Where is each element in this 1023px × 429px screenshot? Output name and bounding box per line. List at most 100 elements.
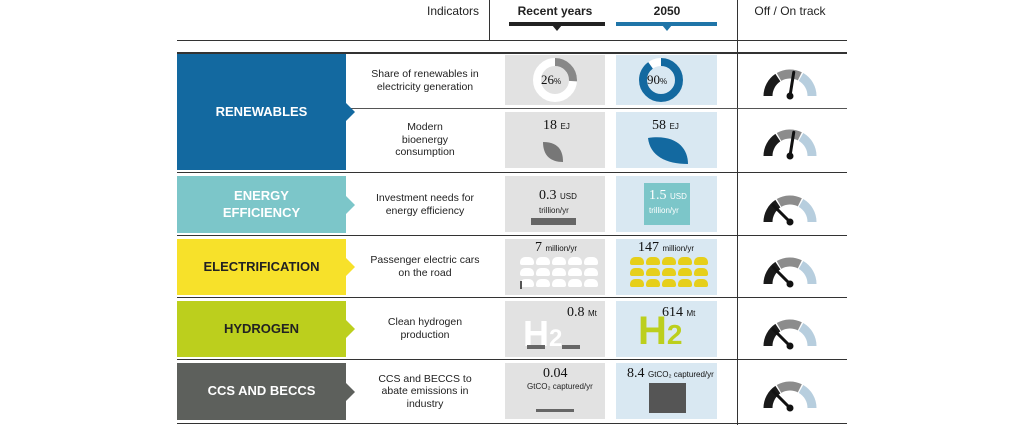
car-icon xyxy=(694,279,708,287)
indicator-efficiency-investment: Investment needs for energy efficiency xyxy=(350,176,500,233)
gauge-segment xyxy=(763,261,781,285)
gauge-segment xyxy=(776,195,802,208)
h2-subscript: 2 xyxy=(666,319,683,350)
car-icon xyxy=(694,257,708,265)
indicator-hydrogen: Clean hydrogen production xyxy=(350,301,500,357)
car-icon xyxy=(694,268,708,276)
value-unit: GtCO₂ captured/yr xyxy=(648,370,714,379)
value-number: 7 xyxy=(535,240,542,255)
indicator-line: industry xyxy=(406,397,444,410)
car-icon xyxy=(568,268,582,276)
future-bioenergy-value: 58 EJ xyxy=(652,118,679,134)
recent-cars-value: 7 million/yr xyxy=(535,240,577,256)
gauge-segment xyxy=(776,69,802,82)
track-gauge-renewable-share xyxy=(763,69,817,100)
recent-bioenergy-cell: 18 EJ xyxy=(505,112,605,168)
indicator-renewable-share: Share of renewables in electricity genera… xyxy=(350,58,500,104)
category-arrow xyxy=(346,103,355,121)
car-icon xyxy=(536,268,550,276)
car-icon xyxy=(520,257,534,265)
future-marker-bar xyxy=(616,22,717,26)
car-icon xyxy=(662,279,676,287)
future-investment-block xyxy=(644,183,690,225)
car-icon xyxy=(678,268,692,276)
indicator-line: Share of renewables in xyxy=(371,68,479,81)
value-number: 8.4 xyxy=(627,366,645,381)
car-icon xyxy=(568,257,582,265)
recent-hydrogen-cell: 0.8 Mt H2 xyxy=(505,301,605,357)
car-icon xyxy=(630,268,644,276)
indicator-line: production xyxy=(400,329,450,341)
indicator-line: bioenergy xyxy=(401,133,449,146)
gauge-hub xyxy=(786,218,794,226)
future-marker-arrow xyxy=(662,25,672,31)
category-label: CCS AND BECCS xyxy=(207,383,316,399)
recent-investment-bar xyxy=(531,218,576,225)
car-icon xyxy=(662,257,676,265)
recent-ccs-cell: 0.04 GtCO₂ captured/yr xyxy=(505,363,605,419)
category-arrow xyxy=(346,320,355,338)
indicator-line: on the road xyxy=(398,267,452,279)
category-ccs-beccs: CCS AND BECCS xyxy=(177,363,355,420)
future-investment-cell: 1.5 USD trillion/yr xyxy=(616,176,717,232)
recent-marker-bar xyxy=(509,22,605,26)
table-bottom-rule xyxy=(177,423,847,424)
future-hydrogen-cell: 614 Mt H2 xyxy=(616,301,717,357)
future-h2-icon: H2 xyxy=(638,311,682,351)
year-2050-header: 2050 xyxy=(653,4,681,18)
future-cars-value: 147 million/yr xyxy=(638,240,694,256)
recent-renewable-share-cell: 26% xyxy=(505,55,605,105)
recent-share-value: 26% xyxy=(541,72,561,88)
car-icon xyxy=(536,257,550,265)
gauge-needle xyxy=(788,70,796,98)
recent-leaf-icon xyxy=(543,142,563,162)
indicator-line: energy efficiency xyxy=(385,204,465,217)
gauge-needle xyxy=(771,203,792,224)
future-renewable-share-cell: 90% xyxy=(616,55,717,105)
recent-investment-unit: trillion/yr xyxy=(539,206,569,215)
gauge-hub xyxy=(786,92,794,100)
value-number: 90 xyxy=(647,72,660,87)
gauge-hub xyxy=(786,280,794,288)
gauge-segment xyxy=(776,381,802,394)
indicator-line: consumption xyxy=(395,146,455,159)
row-divider xyxy=(177,297,847,298)
car-icon-filled xyxy=(520,281,522,289)
value-unit: % xyxy=(554,77,562,86)
gauge-segment xyxy=(798,323,817,347)
value-unit: million/yr xyxy=(545,244,578,253)
row-divider xyxy=(177,359,847,360)
future-investment-unit: trillion/yr xyxy=(649,206,679,215)
track-gauge-electrification xyxy=(763,257,817,288)
recent-bioenergy-value: 18 EJ xyxy=(543,118,570,134)
recent-years-header: Recent years xyxy=(517,4,593,18)
column-divider xyxy=(737,0,738,425)
row-divider xyxy=(177,172,847,173)
track-gauge-efficiency xyxy=(763,195,817,226)
gauge-needle xyxy=(771,265,792,286)
gauge-segment xyxy=(763,385,781,409)
donut-fill xyxy=(639,58,683,102)
gauge-needle xyxy=(771,389,792,410)
car-icon xyxy=(536,279,550,287)
car-icon xyxy=(630,279,644,287)
table-top-rule xyxy=(177,52,847,54)
future-ccs-value: 8.4 GtCO₂ captured/yr xyxy=(627,366,714,382)
future-hydrogen-value: 614 Mt xyxy=(662,305,695,321)
gauge-needle xyxy=(771,327,792,348)
gauge-segment xyxy=(798,261,817,285)
category-arrow xyxy=(346,258,355,276)
value-number: 614 xyxy=(662,305,683,320)
value-unit: EJ xyxy=(560,122,570,131)
future-share-donut xyxy=(639,58,683,102)
track-gauge-hydrogen xyxy=(763,319,817,350)
gauge-segment xyxy=(776,129,802,142)
recent-share-donut xyxy=(533,58,577,102)
indicator-line: electricity generation xyxy=(376,81,474,93)
gauge-hub xyxy=(786,404,794,412)
gauge-segment xyxy=(763,133,781,157)
gauge-hub xyxy=(786,342,794,350)
value-unit: million/yr xyxy=(662,244,695,253)
indicator-line: CCS and BECCS to xyxy=(378,372,472,385)
track-header: Off / On track xyxy=(754,4,826,18)
